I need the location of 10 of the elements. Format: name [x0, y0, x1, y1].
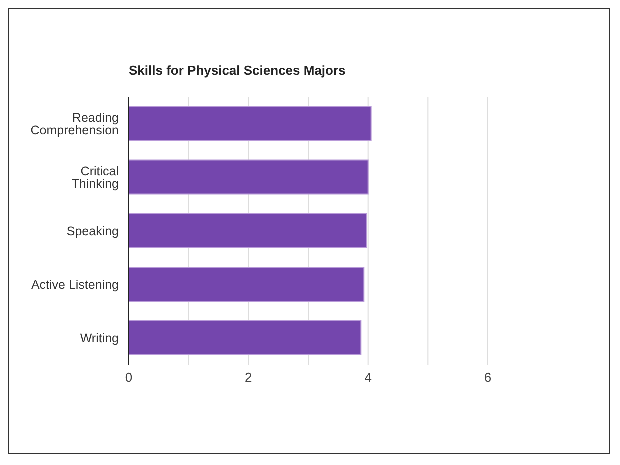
y-tick-label: Active Listening [31, 278, 120, 292]
y-tick-label: Reading Comprehension [30, 110, 120, 138]
chart-title: Skills for Physical Sciences Majors [129, 63, 346, 78]
y-tick-label: Writing [80, 332, 120, 346]
x-tick-label: 2 [245, 370, 252, 386]
x-tick-label: 6 [484, 370, 492, 386]
x-tick-label: 4 [364, 370, 372, 386]
y-tick-label: Critical Thinking [72, 164, 120, 192]
y-tick-label: Speaking [66, 224, 120, 238]
x-tick-label: 0 [125, 370, 133, 386]
